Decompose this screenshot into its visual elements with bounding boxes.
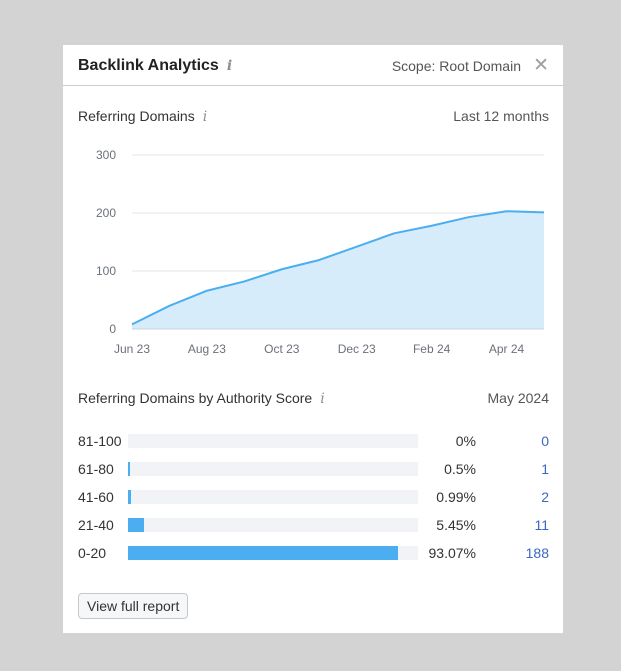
authority-percent: 0%	[455, 433, 476, 449]
authority-count-link[interactable]: 0	[541, 433, 549, 449]
authority-bar-track	[128, 518, 418, 532]
authority-percent: 0.99%	[436, 489, 476, 505]
backlink-analytics-widget: Backlink Analytics i Scope: Root Domain ✕…	[63, 45, 563, 633]
y-tick-label: 0	[109, 322, 116, 336]
info-icon[interactable]: i	[226, 58, 233, 74]
referring-domains-title-text: Referring Domains	[78, 108, 195, 124]
series-area	[132, 211, 544, 329]
scope-selector[interactable]: Scope: Root Domain	[391, 58, 521, 74]
authority-bar-track	[128, 490, 418, 504]
authority-count-link[interactable]: 2	[541, 489, 549, 505]
authority-count-link[interactable]: 188	[525, 545, 549, 561]
authority-date-label: May 2024	[487, 390, 549, 406]
authority-bar-track	[128, 434, 418, 448]
authority-percent: 93.07%	[428, 545, 476, 561]
authority-bar-track	[128, 546, 418, 560]
authority-score-title-text: Referring Domains by Authority Score	[78, 390, 313, 406]
y-tick-label: 300	[96, 148, 116, 162]
x-tick-label: Dec 23	[338, 342, 376, 356]
authority-bar-fill	[128, 490, 131, 504]
authority-percent: 0.5%	[444, 461, 476, 477]
info-icon[interactable]: i	[202, 109, 208, 125]
x-axis-ticks: Jun 23 Aug 23 Oct 23 Dec 23 Feb 24 Apr 24	[114, 342, 525, 356]
authority-bar-fill	[128, 518, 144, 532]
authority-row: 0-20 93.07% 188	[78, 544, 549, 562]
authority-row: 81-100 0% 0	[78, 432, 549, 450]
authority-bar-fill	[128, 462, 130, 476]
authority-count-link[interactable]: 1	[541, 461, 549, 477]
authority-count-link[interactable]: 11	[534, 517, 549, 533]
widget-title: Backlink Analytics i	[78, 57, 232, 75]
period-label: Last 12 months	[453, 108, 549, 124]
view-full-report-button[interactable]: View full report	[78, 593, 189, 619]
authority-bar-fill	[128, 546, 398, 560]
info-icon[interactable]: i	[320, 391, 325, 407]
chart-series	[131, 210, 545, 330]
authority-range-label: 81-100	[78, 433, 122, 449]
y-axis-ticks: 0 100 200 300	[96, 148, 116, 336]
authority-score-title: Referring Domains by Authority Score i	[78, 390, 325, 407]
y-tick-label: 100	[96, 264, 116, 278]
x-tick-label: Apr 24	[489, 342, 525, 356]
x-tick-label: Jun 23	[114, 342, 150, 356]
authority-range-label: 0-20	[78, 545, 107, 561]
authority-row: 21-40 5.45% 11	[78, 516, 549, 534]
x-tick-label: Feb 24	[413, 342, 451, 356]
authority-percent: 5.45%	[436, 517, 476, 533]
widget-header: Backlink Analytics i Scope: Root Domain ✕	[63, 45, 563, 86]
x-tick-label: Oct 23	[264, 342, 300, 356]
series-line	[131, 210, 545, 326]
authority-range-label: 21-40	[78, 517, 114, 533]
authority-range-label: 41-60	[78, 489, 114, 505]
close-icon[interactable]: ✕	[533, 55, 549, 76]
referring-domains-title: Referring Domains i	[78, 108, 207, 125]
authority-row: 41-60 0.99% 2	[78, 488, 549, 506]
authority-range-label: 61-80	[78, 461, 114, 477]
y-tick-label: 200	[96, 206, 116, 220]
authority-bar-track	[128, 462, 418, 476]
authority-row: 61-80 0.5% 1	[78, 460, 549, 478]
widget-title-text: Backlink Analytics	[78, 57, 219, 74]
x-tick-label: Aug 23	[188, 342, 226, 356]
referring-domains-chart: 0 100 200 300 Jun 23 Aug 23 Oct 23 Dec 23 Feb 2…	[96, 148, 545, 356]
